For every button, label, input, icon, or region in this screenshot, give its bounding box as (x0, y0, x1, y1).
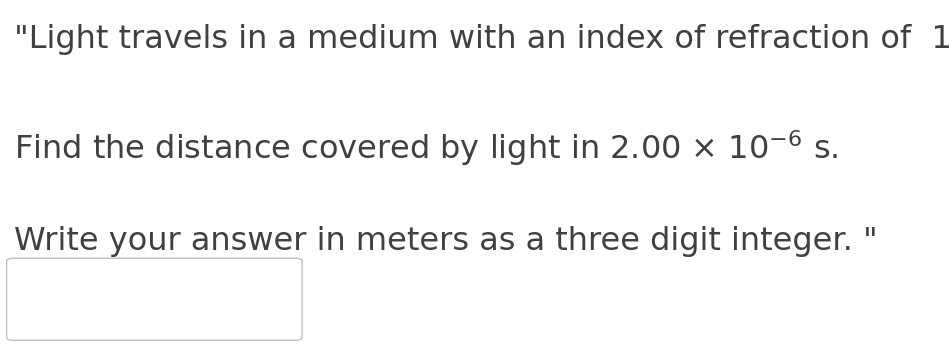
Text: Find the distance covered by light in 2.00 $\times$ 10$^{-6}$ s.: Find the distance covered by light in 2.… (14, 129, 839, 168)
Text: "Light travels in a medium with an index of refraction of  1.79.: "Light travels in a medium with an index… (14, 24, 950, 55)
FancyBboxPatch shape (7, 258, 302, 340)
Text: Write your answer in meters as a three digit integer. ": Write your answer in meters as a three d… (14, 226, 878, 257)
